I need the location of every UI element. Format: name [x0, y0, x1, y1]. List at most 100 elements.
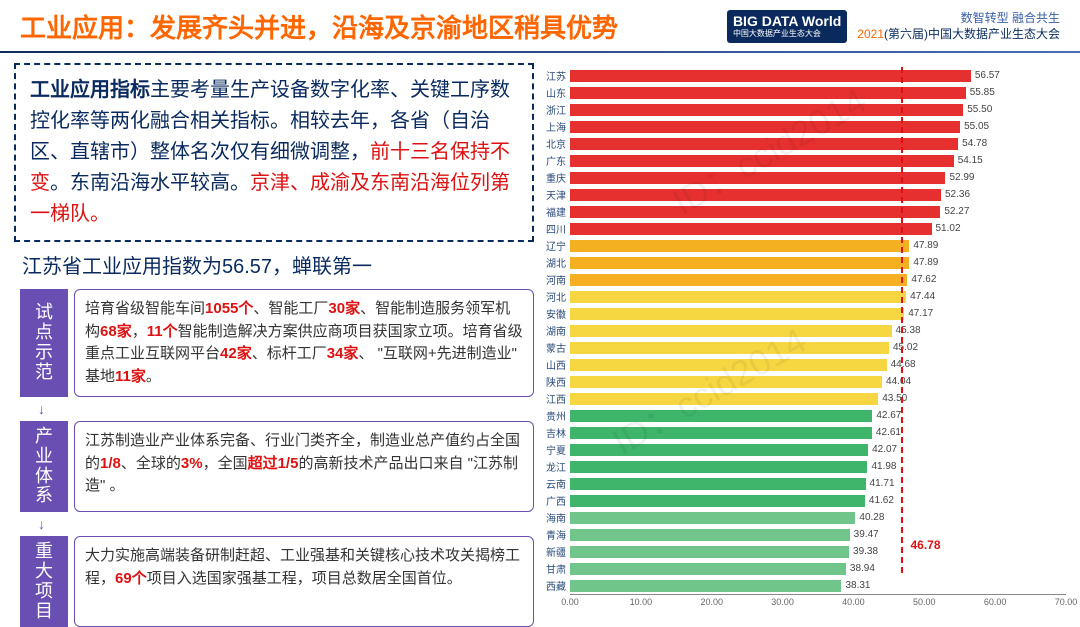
bar-cell: 40.28: [570, 512, 1066, 524]
province-label: 龙江: [540, 459, 570, 474]
bar-cell: 45.38: [570, 325, 1066, 337]
bar-value: 55.05: [964, 121, 989, 132]
left-column: 工业应用指标主要考量生产设备数字化率、关键工序数控化率等两化融合相关指标。相较去…: [14, 63, 534, 627]
bar-cell: 54.15: [570, 155, 1066, 167]
bar-row: 贵州 42.67: [540, 407, 1066, 424]
bar-value: 45.02: [893, 342, 918, 353]
bar-value: 42.67: [876, 410, 901, 421]
bar: [570, 529, 850, 541]
province-label: 西藏: [540, 578, 570, 593]
bar-cell: 52.36: [570, 189, 1066, 201]
chart-area: 江苏56.57山东55.85浙江55.50上海55.05北京54.78广东54.…: [540, 63, 1066, 627]
bar-value: 54.78: [962, 138, 987, 149]
bar: [570, 87, 966, 99]
province-label: 青海: [540, 527, 570, 542]
bar-cell: 47.17: [570, 308, 1066, 320]
bar: [570, 70, 971, 82]
bar-row: 山东55.85: [540, 84, 1066, 101]
intro-box: 工业应用指标主要考量生产设备数字化率、关键工序数控化率等两化融合相关指标。相较去…: [14, 63, 534, 242]
sub-title: 江苏省工业应用指数为56.57，蝉联第一: [22, 250, 534, 279]
province-label: 宁夏: [540, 442, 570, 457]
province-label: 广东: [540, 153, 570, 168]
province-label: 海南: [540, 510, 570, 525]
bar: [570, 410, 872, 422]
bar-cell: 42.07: [570, 444, 1066, 456]
content-area: 工业应用指标主要考量生产设备数字化率、关键工序数控化率等两化融合相关指标。相较去…: [0, 63, 1080, 627]
bar-value: 54.15: [958, 155, 983, 166]
province-label: 上海: [540, 119, 570, 134]
bar: [570, 359, 887, 371]
province-label: 天津: [540, 187, 570, 202]
bar: [570, 393, 878, 405]
bar-cell: 41.71: [570, 478, 1066, 490]
brand-line2-text: (第六届)中国大数据产业生态大会: [884, 27, 1060, 41]
bar-value: 39.47: [854, 529, 879, 540]
page-title: 工业应用：发展齐头并进，沿海及京渝地区稍具优势: [20, 8, 618, 45]
bar: [570, 240, 909, 252]
bar-value: 41.71: [870, 478, 895, 489]
logo-main: BIG DATA World: [733, 14, 841, 29]
bar-cell: 55.50: [570, 104, 1066, 116]
province-label: 新疆: [540, 544, 570, 559]
bar-cell: 45.02: [570, 342, 1066, 354]
bar-cell: 55.85: [570, 87, 1066, 99]
hbar-chart: 江苏56.57山东55.85浙江55.50上海55.05北京54.78广东54.…: [540, 63, 1066, 593]
province-label: 江西: [540, 391, 570, 406]
province-label: 安徽: [540, 306, 570, 321]
bar: [570, 138, 958, 150]
bar-value: 52.36: [945, 189, 970, 200]
bar-value: 41.62: [869, 495, 894, 506]
bar-row: 山西44.68: [540, 356, 1066, 373]
brand-line2: 2021(第六届)中国大数据产业生态大会: [857, 27, 1060, 43]
logo-badge: BIG DATA World 中国大数据产业生态大会: [727, 10, 847, 42]
bar-value: 52.99: [949, 172, 974, 183]
province-label: 河北: [540, 289, 570, 304]
bar-cell: 38.31: [570, 580, 1066, 592]
bar-cell: 47.62: [570, 274, 1066, 286]
bar-row: 辽宁47.89: [540, 237, 1066, 254]
bar-value: 42.07: [872, 444, 897, 455]
bar-row: 四川51.02: [540, 220, 1066, 237]
bar: [570, 223, 932, 235]
province-label: 四川: [540, 221, 570, 236]
bar-value: 47.89: [913, 257, 938, 268]
bar-row: 福建52.27: [540, 203, 1066, 220]
bar-cell: 56.57: [570, 70, 1066, 82]
mean-label: 46.78: [907, 537, 943, 553]
bar-row: 宁夏 42.07: [540, 441, 1066, 458]
province-label: 河南: [540, 272, 570, 287]
bar-row: 陕西44.04: [540, 373, 1066, 390]
bar: [570, 308, 904, 320]
bar-cell: 42.61: [570, 427, 1066, 439]
bar-row: 海南40.28: [540, 509, 1066, 526]
province-label: 湖南: [540, 323, 570, 338]
bar-row: 广西41.62: [540, 492, 1066, 509]
brand-text: 数智转型 融合共生 2021(第六届)中国大数据产业生态大会: [857, 11, 1060, 42]
info-block: 重 大 项 目大力实施高端装备研制赶超、工业强基和关键核心技术攻关揭榜工程，69…: [20, 536, 534, 627]
bar-row: 吉林42.61: [540, 424, 1066, 441]
bar-cell: 38.94: [570, 563, 1066, 575]
province-label: 吉林: [540, 425, 570, 440]
bar-value: 44.04: [886, 376, 911, 387]
bar-cell: 47.89: [570, 257, 1066, 269]
info-block: 试 点 示 范培育省级智能车间1055个、智能工厂30家、智能制造服务领军机构6…: [20, 289, 534, 397]
bar: [570, 104, 963, 116]
bar-cell: 43.50: [570, 393, 1066, 405]
block-label: 重 大 项 目: [20, 536, 68, 627]
bar-cell: 41.98: [570, 461, 1066, 473]
bar-value: 45.38: [896, 325, 921, 336]
bar-row: 江西43.50: [540, 390, 1066, 407]
bar-row: 河北47.44: [540, 288, 1066, 305]
info-blocks: 试 点 示 范培育省级智能车间1055个、智能工厂30家、智能制造服务领军机构6…: [14, 289, 534, 627]
bar-value: 55.50: [967, 104, 992, 115]
x-tick: 70.00: [1055, 597, 1078, 607]
block-label: 试 点 示 范: [20, 289, 68, 397]
bar-value: 38.94: [850, 563, 875, 574]
province-label: 江苏: [540, 68, 570, 83]
province-label: 甘肃: [540, 561, 570, 576]
bar-cell: 39.38: [570, 546, 1066, 558]
bar-cell: 41.62: [570, 495, 1066, 507]
bar: [570, 495, 865, 507]
province-label: 湖北: [540, 255, 570, 270]
province-label: 贵州: [540, 408, 570, 423]
